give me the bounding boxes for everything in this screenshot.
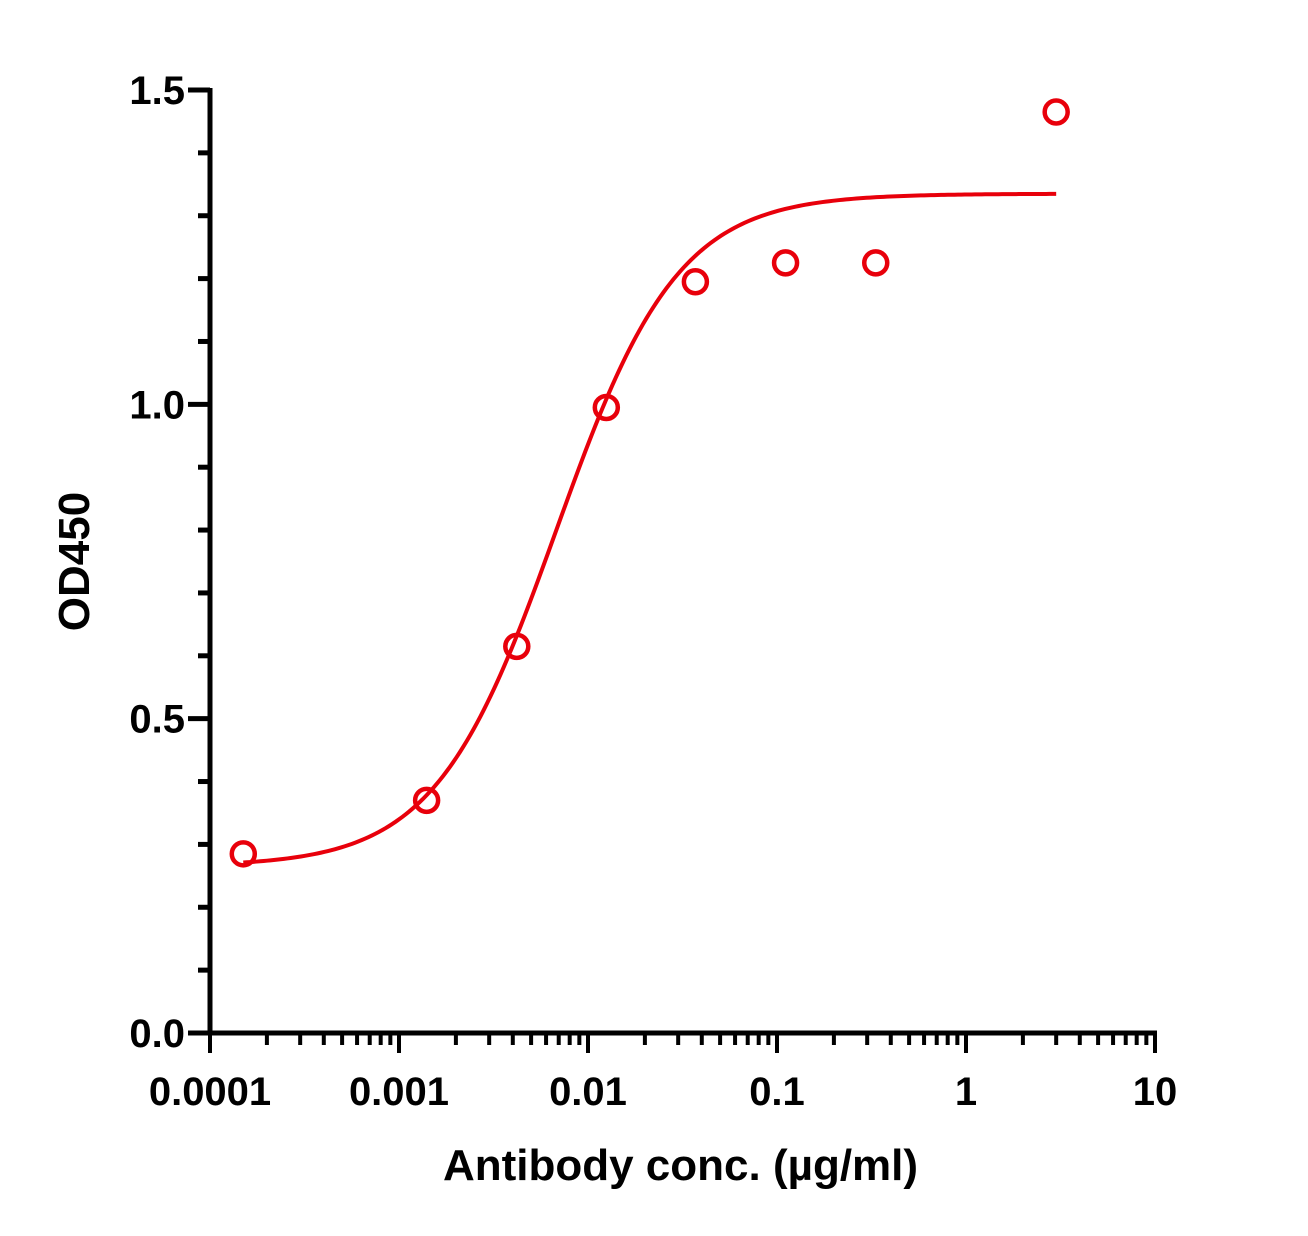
y-tick-label: 1.0 xyxy=(129,383,185,427)
data-point xyxy=(412,786,441,815)
data-point xyxy=(229,840,258,868)
x-tick-label: 0.1 xyxy=(749,1070,805,1114)
x-tick-label: 0.0001 xyxy=(149,1070,271,1114)
x-axis-title: Antibody conc. (µg/ml) xyxy=(443,1141,918,1190)
data-point xyxy=(771,249,800,277)
x-axis-tick-labels: 0.0001 0.001 0.01 0.1 1 10 xyxy=(149,1070,1177,1114)
y-axis-tick-labels: 0.0 0.5 1.0 1.5 xyxy=(129,69,185,1056)
x-tick-label: 0.001 xyxy=(349,1070,449,1114)
data-points xyxy=(229,98,1070,868)
data-point xyxy=(1042,98,1070,126)
y-axis-title: OD450 xyxy=(50,492,99,631)
x-tick-label: 10 xyxy=(1133,1070,1178,1114)
y-tick-label: 0.5 xyxy=(129,698,185,742)
fit-curve xyxy=(243,191,1057,865)
y-tick-label: 1.5 xyxy=(129,69,185,113)
x-tick-label: 0.01 xyxy=(549,1070,627,1114)
data-point xyxy=(592,393,621,422)
x-tick-label: 1 xyxy=(955,1070,977,1114)
data-point xyxy=(681,267,710,296)
data-point xyxy=(861,249,890,277)
y-tick-label: 0.0 xyxy=(129,1012,185,1056)
data-point xyxy=(503,632,531,661)
x-axis-ticks xyxy=(208,1033,1157,1053)
y-axis-major-ticks xyxy=(188,87,210,1036)
